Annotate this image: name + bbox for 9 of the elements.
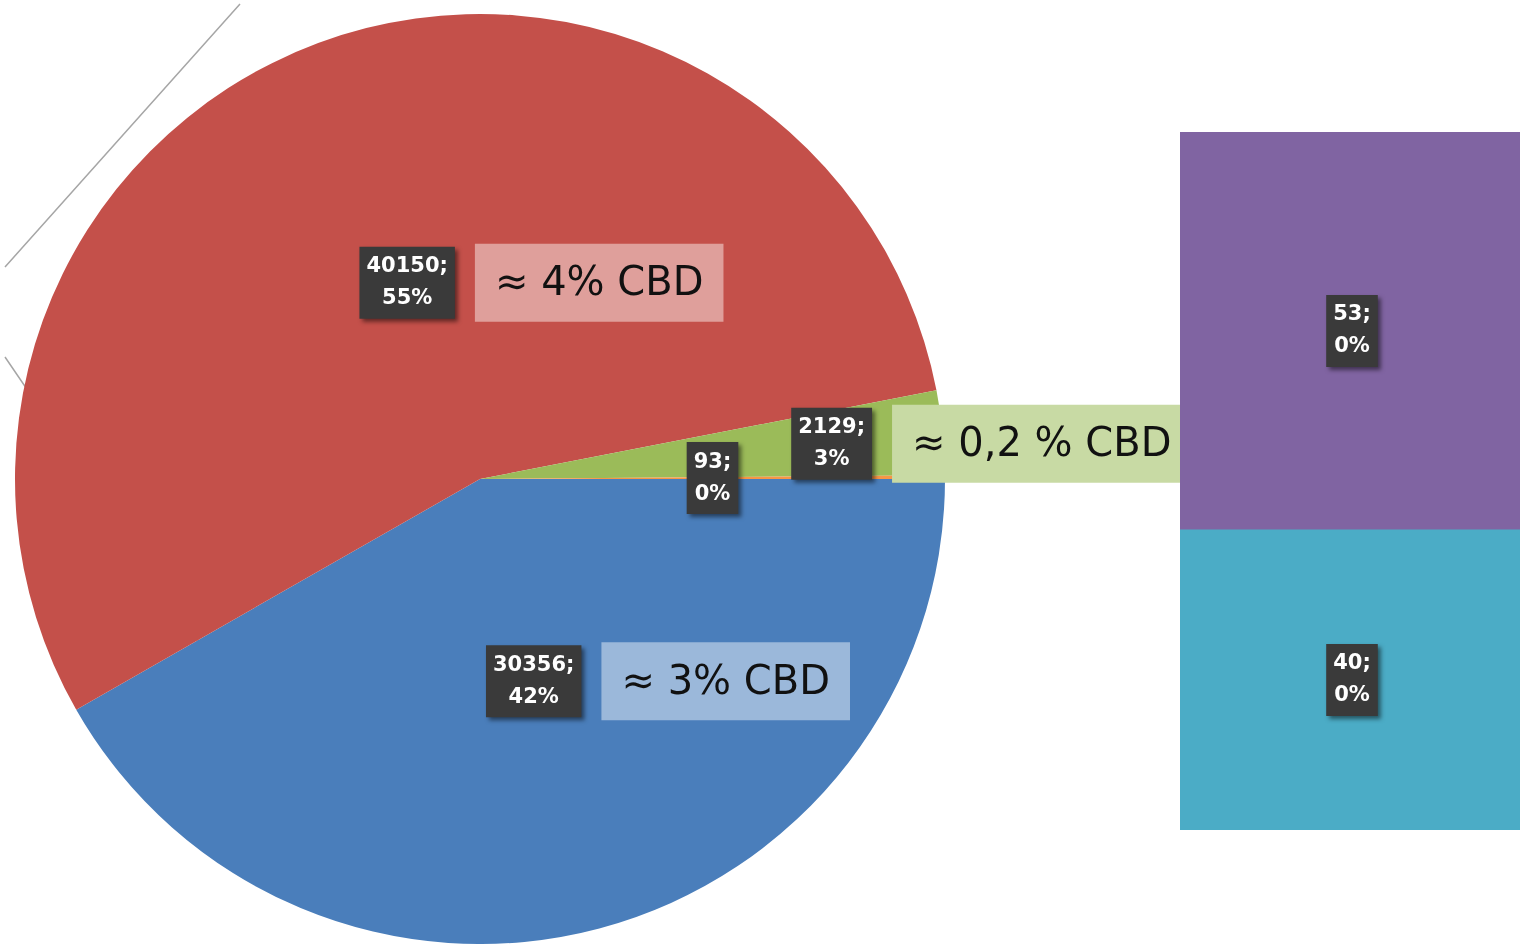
text: ≈ 4% CBD — [494, 258, 704, 305]
data-label: 2129; 3% — [798, 414, 866, 471]
text: ≈ 0,2 % CBD — [912, 419, 1172, 466]
data-label: 93; 0% — [693, 448, 732, 505]
data-label: 40; 0% — [1333, 650, 1371, 707]
data-label: 40150; 55% — [366, 253, 448, 310]
data-label: 30356; 42% — [492, 651, 575, 708]
text: ≈ 3% CBD — [621, 656, 830, 703]
data-label: 53; 0% — [1333, 301, 1371, 358]
